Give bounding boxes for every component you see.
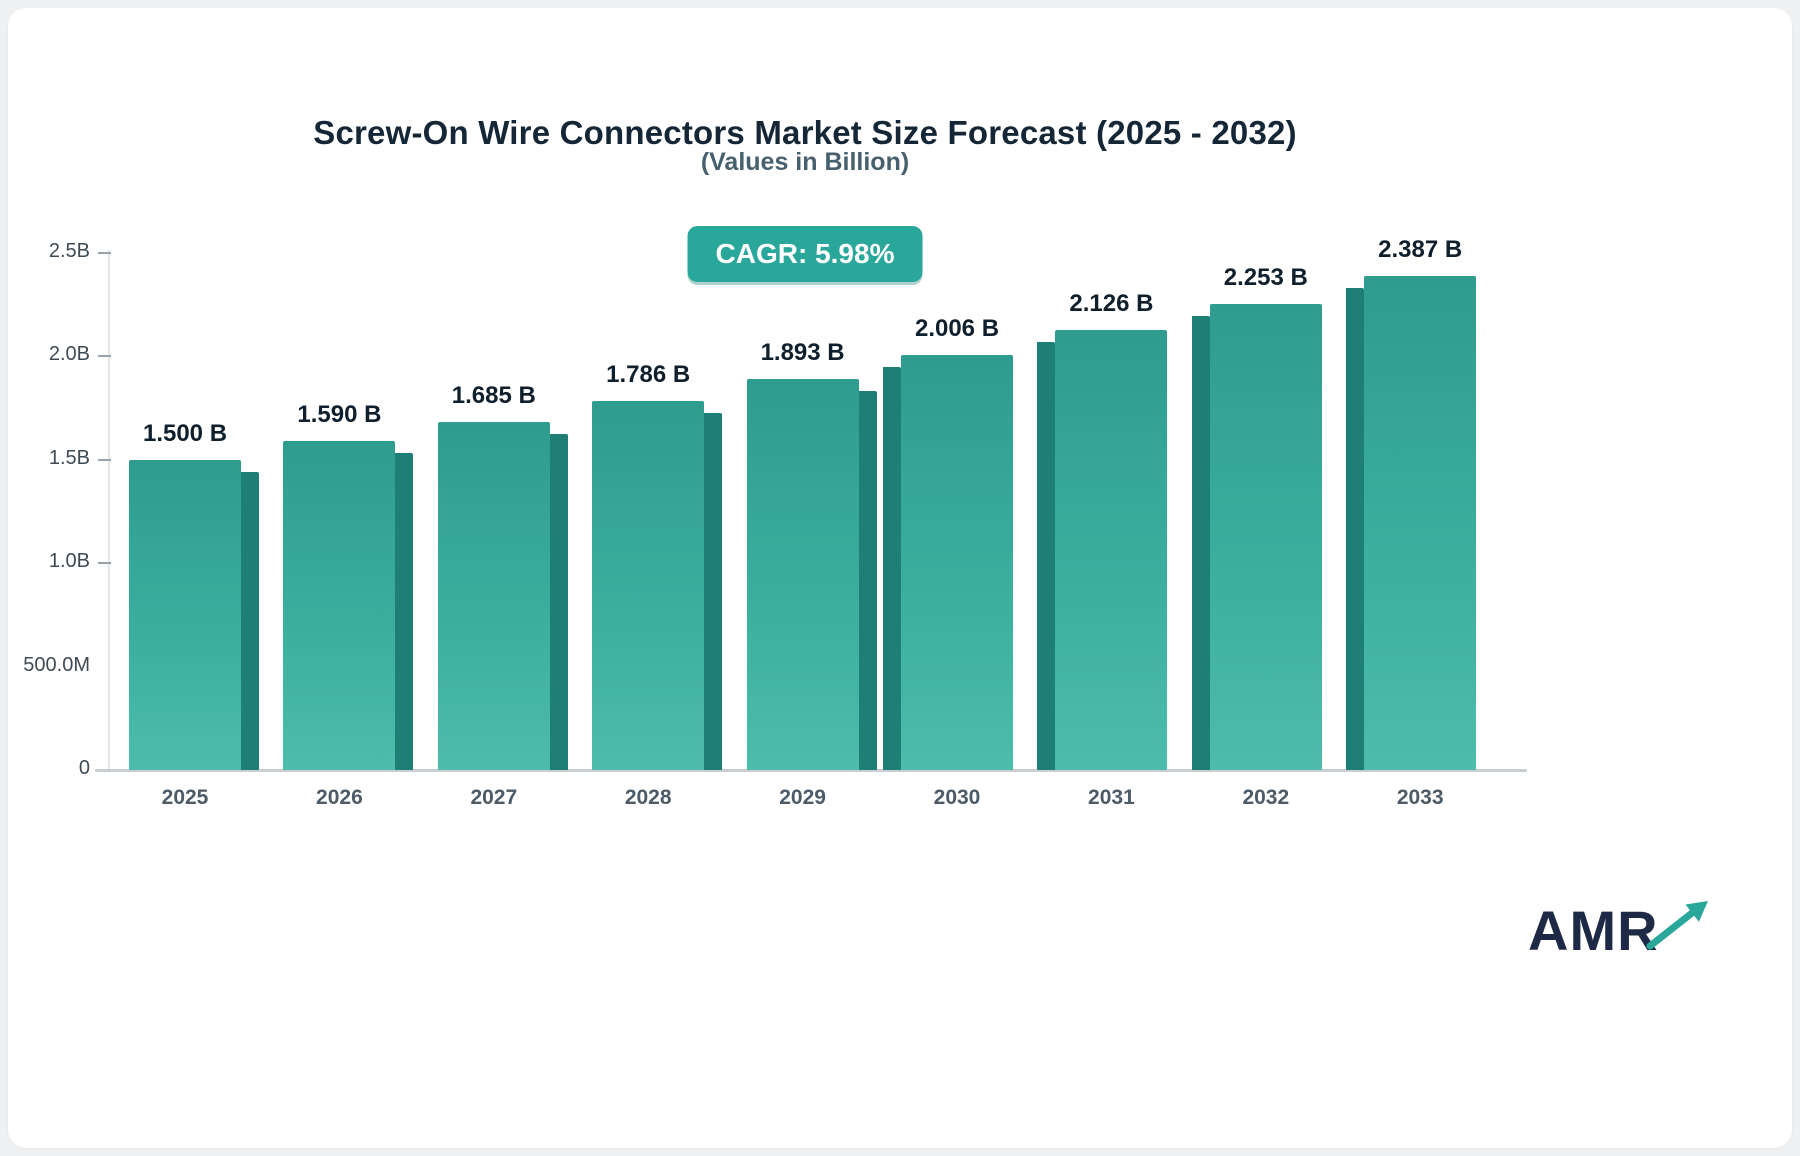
x-axis-label: 2031 [1088, 786, 1135, 809]
cagr-badge: CAGR: 5.98% [687, 226, 923, 282]
x-axis-label: 2025 [161, 786, 209, 809]
bar-side-shade [1191, 316, 1210, 770]
x-axis-label: 2026 [316, 786, 363, 809]
x-axis-label: 2032 [1242, 786, 1290, 809]
bar[interactable] [1364, 276, 1477, 770]
bar-side-shade [704, 412, 723, 770]
bar[interactable] [129, 459, 241, 770]
bar-side-shade [858, 390, 877, 770]
logo-arrow-icon [1646, 901, 1708, 950]
x-axis-label: 2028 [624, 786, 672, 809]
bar-value-label: 2.387 B [1378, 236, 1463, 264]
bar-value-label: 1.786 B [606, 360, 691, 388]
x-axis-line [95, 769, 1527, 772]
bar[interactable] [1055, 330, 1168, 770]
bar[interactable] [592, 400, 705, 770]
bar-side-shade [1346, 288, 1365, 770]
chart-subtitle: (Values in Billion) [700, 148, 910, 176]
bar-value-label: 2.006 B [914, 315, 1000, 343]
bar[interactable] [283, 441, 396, 770]
bar-value-label: 1.893 B [760, 338, 845, 366]
bar[interactable] [1209, 304, 1322, 770]
bar-value-label: 1.685 B [451, 381, 536, 409]
bar-side-shade [241, 471, 259, 770]
y-axis-tick [98, 355, 111, 358]
x-axis-label: 2033 [1396, 786, 1444, 809]
y-axis-label: 1.0B [48, 550, 90, 573]
y-axis-label: 1.5B [48, 446, 90, 469]
y-axis-tick [98, 458, 111, 461]
bar[interactable] [901, 355, 1013, 770]
x-axis-label: 2027 [470, 786, 518, 809]
brand-logo: AMR [1528, 898, 1738, 970]
bar-value-label: 2.126 B [1069, 290, 1154, 318]
y-axis-tick [98, 252, 111, 254]
y-axis-label: 500.0M [23, 653, 90, 676]
x-axis-label: 2029 [779, 786, 826, 809]
y-axis-label: 0 [78, 757, 90, 779]
y-axis-tick [98, 562, 111, 565]
y-axis-label: 2.0B [48, 343, 90, 366]
logo-text: AMR [1528, 899, 1659, 962]
y-axis-label: 2.5B [48, 240, 90, 262]
bar-side-shade [1037, 342, 1056, 770]
bar-side-shade [549, 433, 568, 770]
bar[interactable] [437, 421, 550, 770]
chart-title: Screw-On Wire Connectors Market Size For… [313, 114, 1297, 152]
bar-side-shade [395, 453, 414, 770]
bar[interactable] [746, 378, 859, 770]
x-axis-label: 2030 [933, 786, 981, 809]
y-axis-line [108, 250, 110, 771]
bar-value-label: 2.253 B [1223, 264, 1308, 292]
bar-value-label: 1.590 B [297, 401, 382, 429]
bar-value-label: 1.500 B [142, 419, 228, 447]
bar-side-shade [883, 367, 901, 770]
